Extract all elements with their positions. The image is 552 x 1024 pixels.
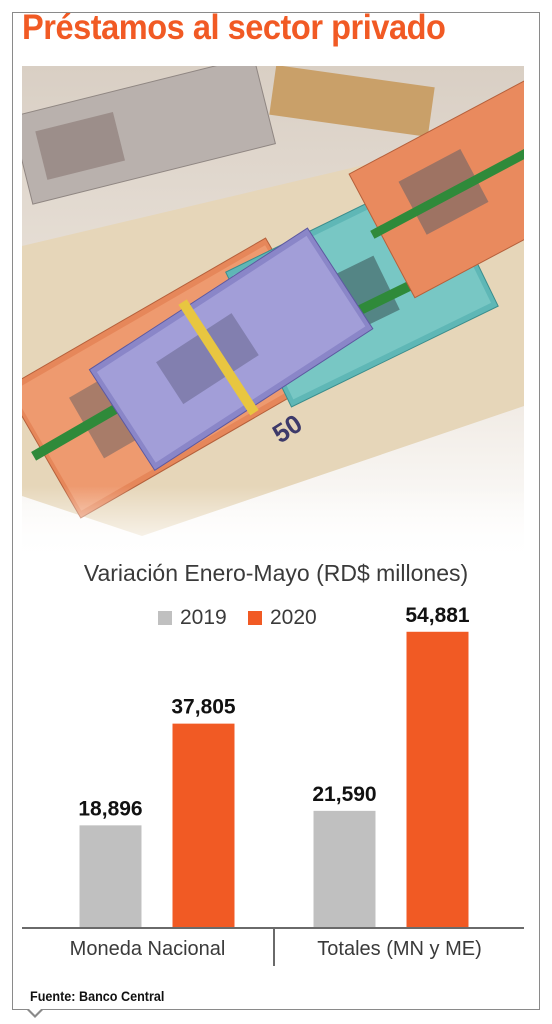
bar-2020-moneda-nacional	[172, 723, 235, 927]
legend-item-2020: 2020	[248, 606, 317, 630]
legend-item-2019: 2019	[158, 606, 227, 630]
legend-swatch-2019	[158, 611, 172, 625]
category-divider	[273, 928, 275, 966]
x-tick-label-moneda-nacional: Moneda Nacional	[69, 938, 226, 960]
x-axis-line	[22, 927, 524, 929]
bar-2019-totales	[313, 810, 376, 927]
data-label-2020-totales: 54,881	[405, 604, 470, 627]
bar-2019-moneda-nacional	[79, 825, 142, 927]
data-label-2020-moneda-nacional: 37,805	[171, 696, 236, 719]
legend-swatch-2020	[248, 611, 262, 625]
source-note: Fuente: Banco Central	[30, 988, 165, 1004]
data-label-2019-moneda-nacional: 18,896	[78, 797, 142, 820]
bar-2020-totales	[406, 631, 469, 927]
banknotes-photo: 50	[22, 66, 524, 562]
x-tick-label-totales: Totales (MN y ME)	[317, 938, 482, 960]
legend-label-2019: 2019	[180, 606, 227, 629]
chart-title: Variación Enero-Mayo (RD$ millones)	[83, 560, 469, 586]
legend-label-2020: 2020	[270, 606, 317, 629]
banknotes-illustration: 50	[22, 66, 524, 562]
chart-legend: 2019 2020	[0, 606, 552, 632]
page-title: Préstamos al sector privado	[22, 8, 446, 47]
data-label-2019-totales: 21,590	[312, 783, 376, 806]
